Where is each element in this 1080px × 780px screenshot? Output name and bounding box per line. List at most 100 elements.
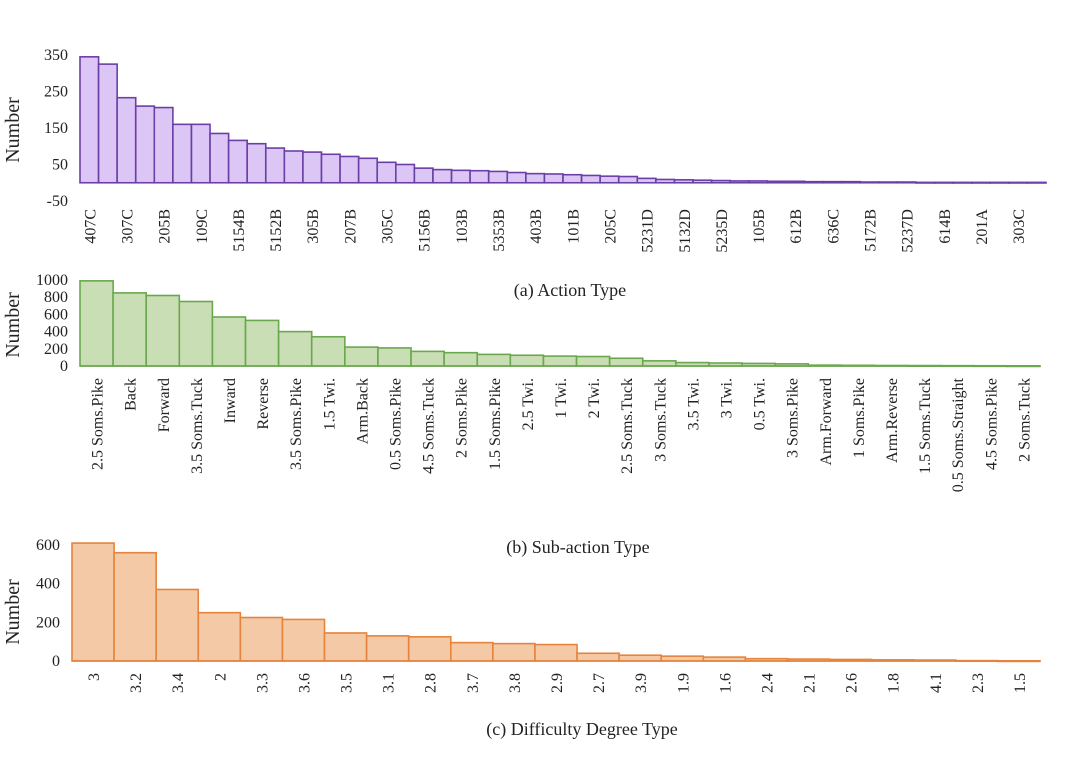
action-type-x-tick-label: 201A [974,209,991,245]
sub-action-type-bar [277,330,313,367]
action-type-bar [432,168,453,184]
action-type-x-tick-label: 109C [194,209,211,244]
sub-action-type-x-tick-label: 2 Soms.Pike [454,378,471,458]
action-type-bar [339,155,360,184]
difficulty-degree-type-bar [71,542,115,662]
difficulty-degree-type-y-tick-label: 200 [36,614,60,631]
sub-action-type-x-tick-label: Arm.Back [354,378,371,444]
action-type-x-tick-label: 636C [825,209,842,244]
difficulty-degree-type-x-tick-label: 1.5 [1012,673,1029,693]
difficulty-degree-type-bar [534,643,578,662]
sub-action-type-x-tick-label: Inward [222,378,239,423]
action-type-bar [190,123,211,184]
difficulty-degree-type-y-axis-title: Number [2,579,24,645]
difficulty-degree-type-bar [323,632,368,662]
sub-action-type-x-tick-label: 3.5 Twi. [685,378,702,430]
difficulty-degree-type-x-tick-label: 2.8 [423,673,440,693]
sub-action-type-x-tick-label: 0.5 Soms.Straight [950,377,967,492]
action-type-bar [302,151,323,184]
difficulty-degree-type-y-tick-label: 600 [36,537,60,554]
difficulty-degree-type-x-tick-label: 1.6 [717,673,734,693]
sub-action-type-bar [410,350,445,367]
action-type-x-tick-label: 5235D [714,209,731,253]
action-type-bar [264,147,286,184]
action-type-x-tick-label: 305C [380,209,397,244]
sub-action-type-bar [509,354,545,367]
difficulty-degree-type-x-tick-label: 2.7 [591,673,608,693]
action-type-y-tick-label: 250 [44,84,68,101]
difficulty-degree-type-x-tick-label: 3 [86,673,103,681]
difficulty-degree-type-x-tick-label: 2.1 [802,673,819,693]
action-type-bar [376,161,397,184]
action-type-bar [246,142,267,184]
sub-action-type-bar [310,335,346,367]
sub-action-type-x-tick-label: Arm.Reverse [884,378,901,463]
action-type-x-tick-label: 305B [305,209,322,244]
sub-action-type-x-tick-label: 0.5 Twi. [752,378,769,430]
sub-action-type-bar [608,357,644,367]
sub-action-type-bar [112,292,147,367]
sub-action-type-x-tick-label: Forward [156,378,173,432]
difficulty-degree-type-x-tick-label: 3.1 [381,673,398,693]
sub-action-type-x-tick-label: 3 Soms.Pike [785,378,802,458]
action-type-y-tick-label: 50 [52,157,68,174]
difficulty-degree-type-caption: (c) Difficulty Degree Type [486,719,678,740]
action-type-y-tick-label: 350 [44,47,68,64]
sub-action-type-y-tick-label: 600 [44,306,68,323]
sub-action-type-bar [443,351,479,367]
difficulty-degree-type-x-tick-label: 3.6 [297,673,314,693]
difficulty-degree-type-y-tick-label: 0 [52,653,60,670]
action-type-bar [617,175,639,184]
action-type-bar [506,171,527,184]
difficulty-degree-type-bar [197,611,242,662]
difficulty-degree-type-y-tick-label: 400 [36,576,60,593]
sub-action-type-bar [377,347,412,367]
action-type-x-tick-label: 5152B [268,209,285,252]
difficulty-degree-type-bar [576,652,620,662]
action-type-x-tick-label: 5156B [417,209,434,252]
action-type-bar [543,173,564,184]
action-type-x-tick-label: 101B [565,209,582,244]
action-type-x-tick-label: 407C [82,209,99,244]
action-type-x-tick-label: 205C [602,209,619,244]
difficulty-degree-type-bar [155,588,200,662]
action-type-y-tick-label: -50 [47,193,68,210]
sub-action-type-caption: (b) Sub-action Type [506,537,649,558]
action-type-bar [357,157,379,184]
difficulty-degree-type-x-tick-label: 2.9 [549,673,566,693]
action-type-caption: (a) Action Type [514,280,626,301]
action-type-x-tick-label: 612B [788,209,805,244]
sub-action-type-x-tick-label: 2 Twi. [586,378,603,418]
difficulty-degree-type-x-tick-label: 2.4 [759,673,776,693]
difficulty-degree-type-x-tick-label: 3.9 [633,673,650,693]
sub-action-type-x-tick-label: 2 Soms.Tuck [1016,378,1033,462]
action-type-x-tick-label: 207B [342,209,359,244]
sub-action-type-bar [211,316,247,367]
difficulty-degree-type-bar [618,654,663,662]
sub-action-type-y-tick-label: 200 [44,341,68,358]
difficulty-degree-type-bar [449,641,494,662]
sub-action-type-panel: (b) Sub-action Type Number 0200400600800… [2,272,1041,558]
difficulty-degree-type-x-tick-label: 2.3 [970,673,987,693]
sub-action-type-x-tick-label: 3 Twi. [719,378,736,418]
difficulty-degree-type-x-tick-label: 4.1 [928,673,945,693]
sub-action-type-x-tick-label: 1 Twi. [553,378,570,418]
difficulty-degree-type-panel: (c) Difficulty Degree Type Number 0 200 40… [2,537,1041,740]
difficulty-degree-type-x-tick-label: 1.9 [675,673,692,693]
sub-action-type-bar [178,300,214,367]
sub-action-type-x-tick-label: 1.5 Soms.Pike [487,378,504,470]
difficulty-degree-type-bar [281,618,326,662]
difficulty-degree-type-bar [407,636,452,662]
sub-action-type-bar [476,353,512,367]
action-type-bar [562,173,583,184]
sub-action-type-x-tick-label: Arm.Forward [818,378,835,466]
action-type-x-tick-label: 303C [1011,209,1028,244]
action-type-x-tick-label: 5231D [640,209,657,253]
action-type-bar [116,96,137,184]
action-type-bar [97,63,118,184]
difficulty-degree-type-bar [239,616,284,662]
sub-action-type-x-tick-label: 4.5 Soms.Pike [983,378,1000,470]
action-type-x-tick-label: 307C [119,209,136,244]
action-type-panel: (a) Action Type Number -50 50 150 250 350 407… [2,47,1047,301]
action-type-bar [525,172,546,184]
